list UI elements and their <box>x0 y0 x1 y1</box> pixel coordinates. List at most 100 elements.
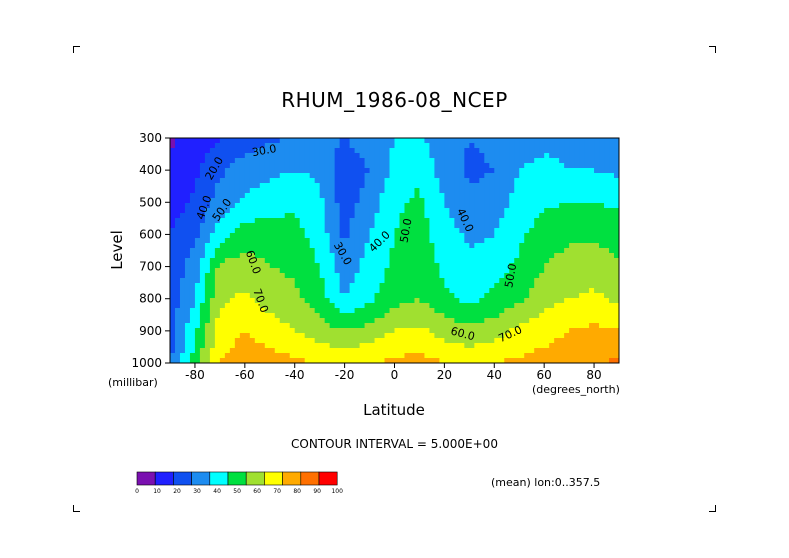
contour-cell <box>284 188 291 194</box>
contour-cell <box>449 323 455 329</box>
contour-cell <box>609 243 615 249</box>
contour-cell <box>170 243 176 249</box>
contour-cell <box>534 248 540 254</box>
contour-cell <box>499 323 505 329</box>
contour-cell <box>534 303 540 309</box>
contour-cell <box>364 343 371 349</box>
contour-cell <box>314 283 321 289</box>
contour-cell <box>224 293 231 299</box>
contour-cell <box>424 348 431 354</box>
contour-cell <box>584 223 590 229</box>
contour-cell <box>204 168 211 174</box>
contour-cell <box>539 173 545 179</box>
contour-cell <box>439 178 445 184</box>
contour-cell <box>234 223 241 229</box>
contour-cell <box>364 273 371 279</box>
colorbar-label: 40 <box>213 488 221 495</box>
contour-cell <box>479 153 485 159</box>
contour-cell <box>319 228 326 234</box>
colorbar-label: 90 <box>313 488 321 495</box>
contour-cell <box>429 208 436 214</box>
contour-cell <box>484 348 490 354</box>
contour-cell <box>174 288 181 294</box>
contour-cell <box>409 223 416 229</box>
contour-cell <box>544 308 550 314</box>
contour-cell <box>309 283 316 289</box>
contour-cell <box>174 178 181 184</box>
contour-cell <box>284 213 291 219</box>
contour-cell <box>259 233 266 239</box>
contour-cell <box>314 228 321 234</box>
contour-cell <box>459 298 465 304</box>
contour-cell <box>359 153 366 159</box>
contour-cell <box>239 278 246 284</box>
contour-cell <box>364 323 371 329</box>
contour-cell <box>394 338 401 344</box>
contour-cell <box>364 263 371 269</box>
contour-cell <box>469 323 475 329</box>
contour-cell <box>314 233 321 239</box>
contour-cell <box>289 253 296 259</box>
contour-cell <box>574 158 580 164</box>
contour-cell <box>344 143 351 149</box>
contour-cell <box>344 233 351 239</box>
contour-cell <box>329 268 336 274</box>
contour-cell <box>339 353 346 359</box>
contour-cell <box>384 138 391 144</box>
contour-cell <box>339 323 346 329</box>
contour-cell <box>284 338 291 344</box>
contour-cell <box>579 138 585 144</box>
contour-cell <box>519 338 525 344</box>
contour-cell <box>469 253 475 259</box>
contour-cell <box>609 148 615 154</box>
contour-cell <box>184 348 191 354</box>
contour-cell <box>534 328 540 334</box>
contour-cell <box>184 293 191 299</box>
contour-cell <box>289 258 296 264</box>
contour-cell <box>614 178 619 184</box>
contour-cell <box>209 218 216 224</box>
contour-cell <box>239 248 246 254</box>
contour-cell <box>419 143 426 149</box>
contour-cell <box>224 243 231 249</box>
contour-cell <box>489 298 495 304</box>
contour-cell <box>594 198 600 204</box>
contour-cell <box>170 168 176 174</box>
contour-cell <box>504 213 510 219</box>
contour-cell <box>364 233 371 239</box>
contour-cell <box>564 188 570 194</box>
contour-cell <box>369 328 376 334</box>
contour-cell <box>339 288 346 294</box>
contour-cell <box>499 353 505 359</box>
contour-cell <box>399 253 406 259</box>
contour-cell <box>549 328 555 334</box>
contour-cell <box>170 183 176 189</box>
contour-cell <box>214 248 221 254</box>
contour-cell <box>464 148 470 154</box>
contour-cell <box>559 243 565 249</box>
contour-cell <box>294 163 301 169</box>
contour-cell <box>464 353 470 359</box>
contour-cell <box>399 218 406 224</box>
contour-cell <box>399 198 406 204</box>
contour-cell <box>354 138 361 144</box>
contour-cell <box>170 333 176 339</box>
contour-cell <box>319 188 326 194</box>
contour-cell <box>504 308 510 314</box>
contour-cell <box>414 188 421 194</box>
contour-cell <box>399 258 406 264</box>
contour-cell <box>170 193 176 199</box>
contour-cell <box>319 278 326 284</box>
contour-cell <box>364 313 371 319</box>
contour-cell <box>179 313 186 319</box>
contour-cell <box>564 288 570 294</box>
contour-cell <box>449 253 455 259</box>
contour-cell <box>364 253 371 259</box>
contour-cell <box>504 288 510 294</box>
contour-cell <box>464 203 470 209</box>
contour-cell <box>494 253 500 259</box>
contour-cell <box>474 243 480 249</box>
contour-cell <box>194 158 201 164</box>
contour-cell <box>184 173 191 179</box>
contour-cell <box>304 153 311 159</box>
